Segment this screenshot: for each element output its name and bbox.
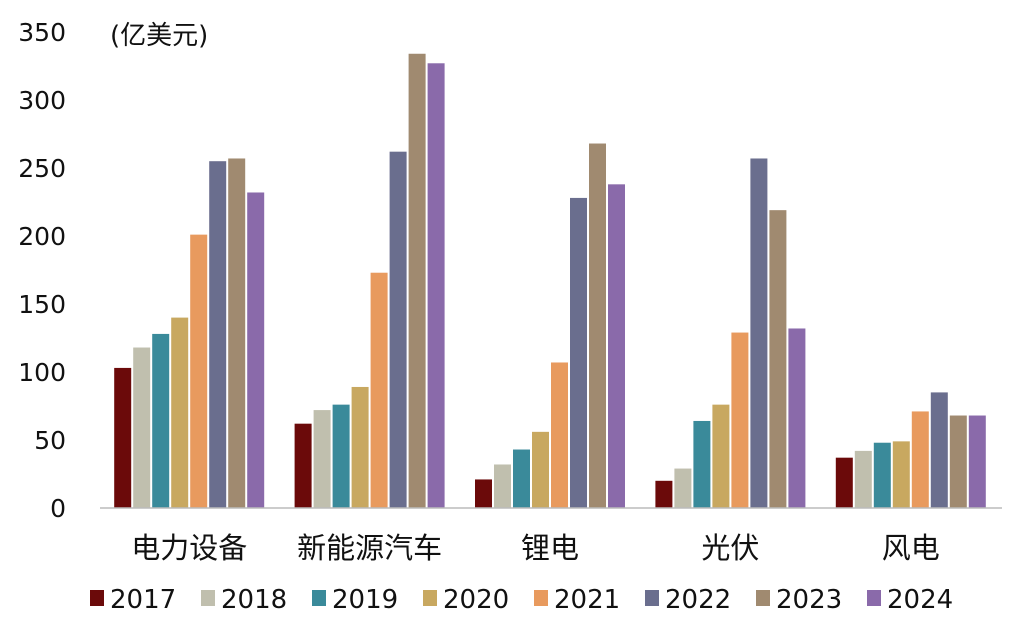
- bar-2020-0: [171, 317, 189, 508]
- bar-2023-0: [228, 158, 246, 509]
- x-tick-label: 新能源汽车: [297, 531, 442, 565]
- legend-label-2017: 2017: [110, 585, 176, 615]
- y-tick-label: 150: [18, 290, 66, 319]
- bar-2020-3: [712, 404, 730, 508]
- bar-2022-2: [570, 197, 587, 509]
- legend-swatch-2022: [645, 590, 659, 606]
- y-axis: 0 50 100 150 200 250 300 350: [18, 18, 66, 523]
- x-axis: 电力设备 新能源汽车 锂电 光伏 风电: [131, 531, 940, 565]
- bar-2023-1: [408, 53, 426, 508]
- bar-2018-2: [494, 464, 511, 508]
- bar-2024-1: [427, 63, 445, 508]
- y-tick-label: 0: [50, 494, 66, 523]
- bar-2024-2: [608, 184, 625, 508]
- bar-2023-4: [949, 415, 967, 508]
- legend-swatch-2020: [423, 590, 437, 606]
- bar-2017-3: [655, 480, 673, 508]
- bar-2019-4: [873, 442, 891, 508]
- bar-2021-3: [731, 332, 749, 508]
- x-tick-label: 风电: [882, 531, 940, 565]
- bar-2020-4: [892, 441, 910, 508]
- bar-2019-3: [693, 420, 711, 508]
- y-tick-label: 100: [18, 358, 66, 387]
- bar-2018-3: [674, 468, 692, 508]
- bar-2024-4: [968, 415, 986, 508]
- bar-2021-0: [190, 234, 208, 508]
- x-tick-label: 光伏: [701, 531, 759, 565]
- bar-2017-1: [294, 423, 312, 508]
- bar-2022-0: [209, 161, 227, 508]
- legend-label-2019: 2019: [332, 585, 398, 615]
- legend-label-2021: 2021: [554, 585, 620, 615]
- legend-swatch-2021: [534, 590, 548, 606]
- bar-2020-1: [351, 386, 369, 508]
- legend-label-2024: 2024: [887, 585, 953, 615]
- unit-label: (亿美元): [110, 21, 208, 51]
- bar-2022-1: [389, 151, 407, 508]
- y-tick-label: 50: [34, 426, 66, 455]
- bar-2018-0: [133, 347, 151, 508]
- legend-swatch-2019: [312, 590, 326, 606]
- legend-label-2018: 2018: [221, 585, 287, 615]
- legend-swatch-2023: [756, 590, 770, 606]
- legend-label-2023: 2023: [776, 585, 842, 615]
- bar-2019-0: [152, 333, 170, 508]
- y-tick-label: 200: [18, 222, 66, 251]
- bar-2024-3: [788, 328, 806, 508]
- legend-swatch-2024: [867, 590, 881, 606]
- bar-2019-1: [332, 404, 350, 508]
- bar-2017-0: [114, 367, 132, 508]
- bar-2020-2: [532, 431, 549, 508]
- bar-2024-0: [247, 192, 265, 509]
- x-tick-label: 电力设备: [131, 531, 247, 565]
- y-tick-label: 300: [18, 86, 66, 115]
- bar-2023-3: [769, 210, 787, 508]
- bar-2023-2: [589, 143, 606, 508]
- bar-2022-4: [930, 392, 948, 508]
- bar-2019-2: [513, 449, 530, 508]
- x-tick-label: 锂电: [521, 531, 579, 565]
- bar-2018-1: [313, 410, 331, 508]
- bar-2018-4: [854, 450, 872, 508]
- legend-swatch-2018: [201, 590, 215, 606]
- bar-2021-1: [370, 272, 388, 508]
- bars: [114, 53, 986, 509]
- legend-label-2022: 2022: [665, 585, 731, 615]
- y-tick-label: 250: [18, 154, 66, 183]
- bar-2017-2: [475, 479, 492, 508]
- bar-2022-3: [750, 158, 768, 509]
- legend-label-2020: 2020: [443, 585, 509, 615]
- bar-2021-4: [911, 411, 929, 508]
- legend-swatch-2017: [90, 590, 104, 606]
- bar-2021-2: [551, 362, 568, 508]
- bar-2017-4: [835, 457, 853, 508]
- y-tick-label: 350: [18, 18, 66, 47]
- legend: 2017 2018 2019 2020 2021 2022 2023 2024: [90, 585, 953, 615]
